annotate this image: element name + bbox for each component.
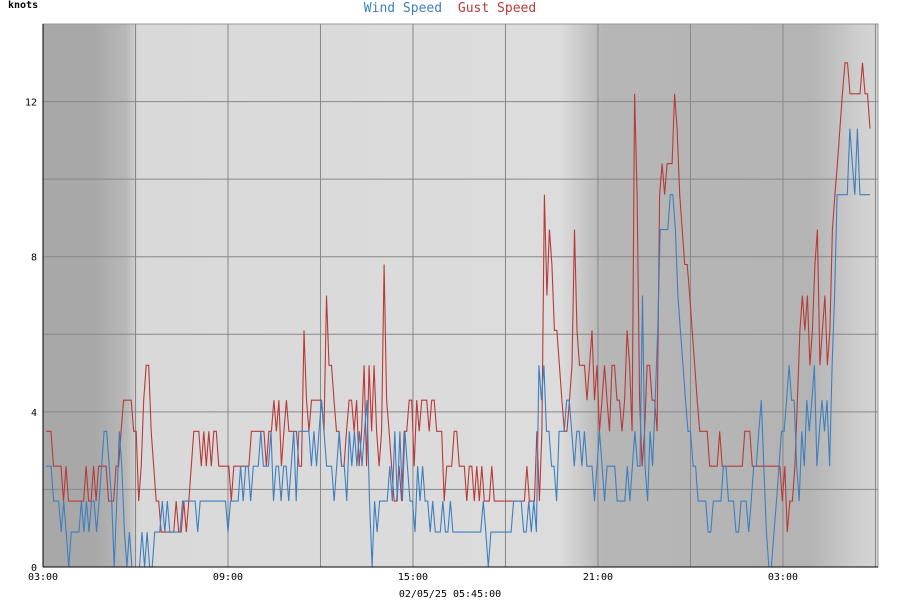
series-lines [46, 62, 871, 568]
x-tick-label: 03:00 [768, 572, 798, 583]
x-tick-label: 09:00 [213, 572, 243, 583]
plot-background [42, 23, 879, 568]
gust-speed-line [46, 62, 871, 533]
x-tick-labels: 03:00 09:00 15:00 21:00 03:00 [28, 572, 798, 583]
legend: Wind Speed Gust Speed [364, 1, 536, 16]
legend-gust-speed: Gust Speed [458, 1, 536, 16]
y-tick-label: 4 [31, 408, 37, 419]
y-tick-label: 0 [31, 563, 37, 574]
y-axis-label: knots [8, 0, 38, 11]
wind-speed-line [46, 128, 870, 568]
x-tick-label: 03:00 [28, 572, 58, 583]
x-tick-label: 21:00 [583, 572, 613, 583]
y-tick-label: 8 [31, 253, 37, 264]
legend-wind-speed: Wind Speed [364, 1, 442, 16]
y-tick-labels: 0 4 8 12 [25, 98, 37, 574]
x-tick-label: 15:00 [398, 572, 428, 583]
y-tick-label: 12 [25, 98, 37, 109]
grid-lines [43, 24, 878, 567]
x-axis-label: 02/05/25 05:45:00 [399, 589, 501, 600]
